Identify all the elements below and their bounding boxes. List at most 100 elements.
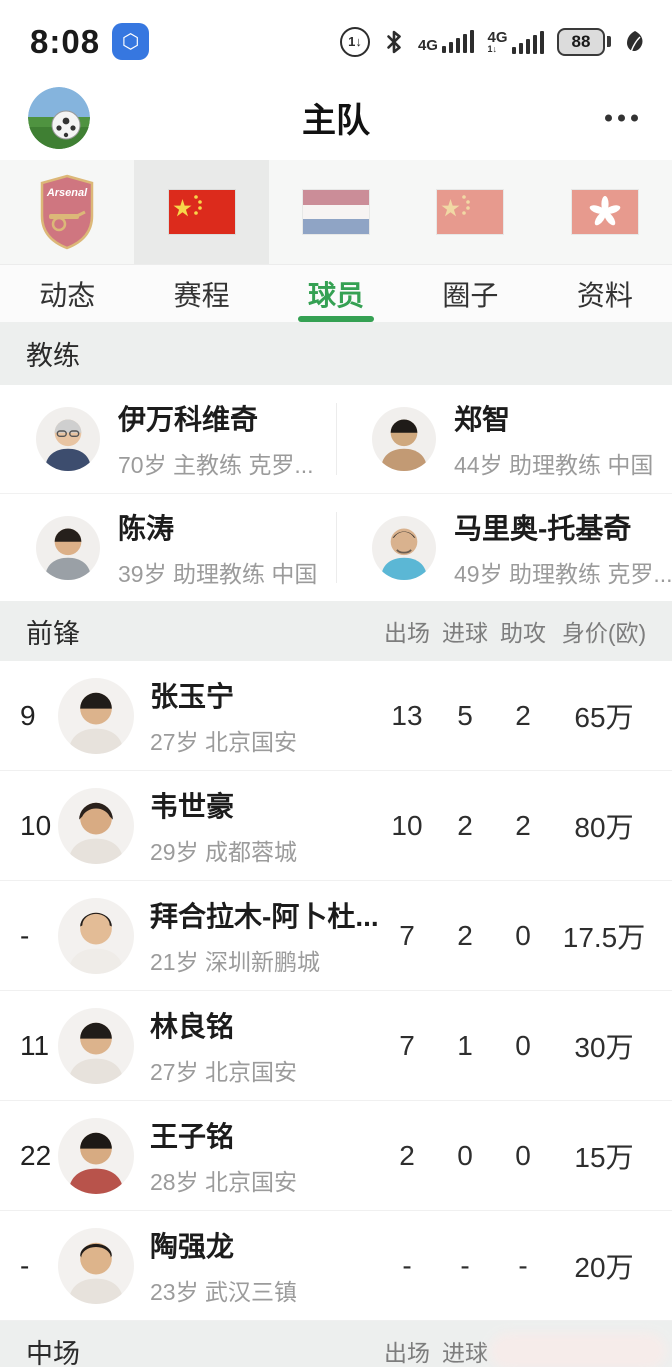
stat-value: 80万 [574, 811, 634, 843]
stat-value: 65万 [574, 701, 634, 733]
coach-avatar [372, 407, 436, 471]
jersey-number: 10 [20, 809, 52, 841]
stat-assists: 0 [515, 1029, 531, 1061]
column-apps: 出场 [384, 620, 430, 646]
svg-text:Arsenal: Arsenal [46, 187, 88, 199]
player-row[interactable]: - 陶强龙 23岁 武汉三镇 - - - 20万 [0, 1211, 672, 1321]
arsenal-crest-icon: Arsenal [40, 174, 94, 250]
coach-info: 49岁 助理教练 克罗... [454, 560, 672, 587]
player-name: 韦世豪 [150, 790, 235, 822]
coach-row[interactable]: 陈涛 39岁 助理教练 中国 [0, 493, 336, 601]
active-tab-underline [298, 316, 375, 322]
stat-value: 15万 [574, 1141, 634, 1173]
player-info: 21岁 深圳新鹏城 [150, 948, 320, 975]
column-goals: 进球 [442, 620, 488, 646]
stat-apps: - [402, 1249, 412, 1281]
player-info: 23岁 武汉三镇 [150, 1278, 297, 1305]
coach-avatar [36, 515, 100, 580]
player-row[interactable]: 22 王子铭 28岁 北京国安 2 0 0 15万 [0, 1101, 672, 1211]
stat-goals: 2 [457, 809, 473, 841]
stat-goals: 5 [457, 699, 473, 731]
coach-section-header: 教练 [0, 322, 672, 385]
watermark-smudge [490, 1333, 666, 1367]
china-flag-faded-icon [437, 190, 504, 234]
floating-app-icon: ⬡ [112, 23, 150, 60]
data-saver-icon: 1↓ [339, 26, 370, 57]
player-name: 陶强龙 [150, 1230, 235, 1262]
player-row[interactable]: - 拜合拉木-阿卜杜... 21岁 深圳新鹏城 7 2 0 17.5万 [0, 881, 672, 991]
stat-value: 20万 [574, 1251, 634, 1283]
team-tile-hongkong[interactable] [538, 160, 672, 264]
battery-indicator: 88 [557, 27, 611, 56]
team-tile-china-selected[interactable] [134, 160, 269, 264]
coach-grid: 伊万科维奇 70岁 主教练 克罗... 郑智 44岁 助理教练 中国 陈涛 39… [0, 385, 672, 601]
coach-avatar [36, 407, 100, 471]
midfield-section-title: 中场 [26, 1338, 80, 1367]
netherlands-flag-icon [303, 190, 370, 234]
coach-row[interactable]: 马里奥-托基奇 49岁 助理教练 克罗... [336, 493, 672, 601]
coach-avatar [372, 515, 436, 580]
coach-name: 陈涛 [118, 512, 175, 544]
tab-info[interactable]: 资料 [576, 279, 633, 311]
jersey-number: - [20, 919, 30, 951]
jersey-number: 11 [20, 1029, 50, 1061]
china-flag-icon [168, 190, 235, 234]
tab-schedule[interactable]: 赛程 [173, 279, 230, 311]
team-tile-arsenal[interactable]: Arsenal [0, 160, 134, 264]
player-name: 张玉宁 [150, 680, 235, 712]
tab-circle[interactable]: 圈子 [442, 279, 499, 311]
stat-goals: 2 [457, 919, 473, 951]
signal-icon-sim1: 4G [418, 30, 475, 53]
player-name: 王子铭 [150, 1120, 235, 1152]
player-avatar [58, 677, 134, 754]
jersey-number: 22 [20, 1139, 52, 1171]
stat-apps: 2 [399, 1139, 415, 1171]
page-title: 主队 [302, 102, 370, 140]
forward-section-title: 前锋 [26, 618, 80, 649]
coach-row[interactable]: 伊万科维奇 70岁 主教练 克罗... [0, 385, 336, 493]
tab-players[interactable]: 球员 [269, 265, 403, 322]
jersey-number: - [20, 1249, 30, 1281]
stat-assists: 0 [515, 1139, 531, 1171]
player-row[interactable]: 9 张玉宁 27岁 北京国安 13 5 2 65万 [0, 661, 672, 771]
player-row[interactable]: 11 林良铭 27岁 北京国安 7 1 0 30万 [0, 991, 672, 1101]
stat-assists: 2 [515, 699, 531, 731]
player-avatar [58, 1227, 134, 1304]
coach-name: 伊万科维奇 [118, 404, 259, 435]
stat-assists: 0 [515, 919, 531, 951]
column-apps: 出场 [384, 1340, 430, 1366]
player-name: 拜合拉木-阿卜杜... [150, 900, 379, 932]
player-row[interactable]: 10 韦世豪 29岁 成都蓉城 10 2 2 80万 [0, 771, 672, 881]
signal-icon-sim2: 4G 1↓ [487, 30, 544, 54]
coach-row[interactable]: 郑智 44岁 助理教练 中国 [336, 385, 672, 493]
more-button[interactable] [599, 108, 644, 127]
stat-assists: - [518, 1249, 528, 1281]
coach-name: 马里奥-托基奇 [454, 512, 632, 544]
stat-apps: 7 [399, 1029, 415, 1061]
power-saver-leaf-icon [627, 30, 643, 52]
status-bar: 8:08 ⬡ 1↓ 4G 4G 1↓ 88 [0, 0, 672, 75]
stat-apps: 7 [399, 919, 415, 951]
player-info: 28岁 北京国安 [150, 1168, 297, 1195]
team-tile-netherlands[interactable] [269, 160, 403, 264]
tab-news[interactable]: 动态 [39, 279, 96, 311]
player-info: 27岁 北京国安 [150, 728, 297, 755]
player-avatar [58, 897, 134, 974]
team-selector: Arsenal [0, 160, 672, 265]
player-info: 29岁 成都蓉城 [150, 838, 297, 865]
bluetooth-icon [387, 30, 401, 53]
column-assists: 助攻 [500, 620, 546, 646]
team-tile-china-faded[interactable] [403, 160, 537, 264]
tab-bar: 动态 赛程 球员 圈子 资料 [0, 265, 672, 322]
battery-level: 88 [557, 27, 605, 56]
jersey-number: 9 [20, 699, 36, 731]
column-value: 身价(欧) [561, 620, 647, 646]
stat-apps: 13 [391, 699, 423, 731]
coach-info: 44岁 助理教练 中国 [454, 452, 654, 478]
stat-assists: 2 [515, 809, 531, 841]
stat-goals: - [460, 1249, 470, 1281]
coach-name: 郑智 [454, 404, 511, 435]
player-avatar [58, 1007, 134, 1084]
forward-section-header: 前锋 出场 进球 助攻 身价(欧) [0, 601, 672, 661]
